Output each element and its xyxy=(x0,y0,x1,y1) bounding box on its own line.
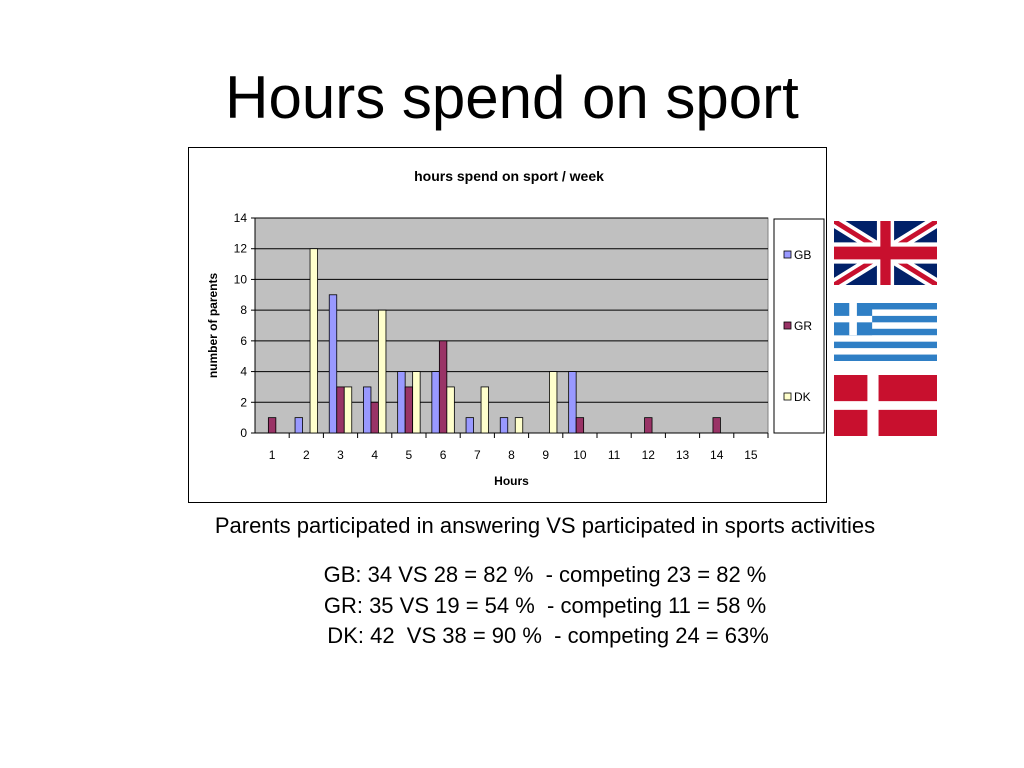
bar-gb-8 xyxy=(499,417,509,434)
x-axis-label: Hours xyxy=(494,474,529,488)
x-tick-label: 15 xyxy=(744,448,758,462)
x-tick-label: 2 xyxy=(303,448,310,462)
bar-dk-5 xyxy=(412,371,421,434)
bar-gb-7 xyxy=(465,417,474,434)
caption-text: Parents participated in answering VS par… xyxy=(214,513,876,538)
legend-label-gr: GR xyxy=(794,319,812,333)
x-tick-label: 11 xyxy=(608,448,621,462)
bar-gr-5 xyxy=(404,386,414,434)
x-tick-label: 5 xyxy=(406,448,413,462)
bar-dk-3 xyxy=(343,386,353,434)
x-tick-label: 6 xyxy=(440,448,447,462)
x-tick-label: 1 xyxy=(269,448,276,462)
y-tick-label: 14 xyxy=(234,211,248,225)
y-tick-label: 0 xyxy=(240,426,247,440)
bar-gb-5 xyxy=(397,371,406,434)
stats-line-gb: GB: 34 VS 28 = 82 % - competing 23 = 82 … xyxy=(323,562,767,587)
stats-line-dk: DK: 42 VS 38 = 90 % - competing 24 = 63% xyxy=(321,623,769,648)
y-tick-label: 10 xyxy=(234,272,248,286)
y-tick-label: 8 xyxy=(240,303,247,317)
bar-dk-6 xyxy=(446,386,455,434)
bar-gb-10 xyxy=(568,371,577,434)
bar-gr-6 xyxy=(438,340,448,434)
legend-swatch-gr xyxy=(783,321,792,330)
stats-block: GB: 34 VS 28 = 82 % - competing 23 = 82 … xyxy=(0,560,1024,652)
y-axis-label: number of parents xyxy=(206,273,220,379)
chart-frame: hours spend on sport / week 0 2 4 6 8 10 12 14 1 2… xyxy=(188,147,827,503)
bar-gb-2 xyxy=(294,417,303,434)
y-tick-label: 6 xyxy=(240,334,247,348)
bar-gr-4 xyxy=(370,401,379,434)
x-tick-label: 3 xyxy=(337,448,344,462)
denmark-flag-icon xyxy=(834,375,937,436)
x-tick-label: 13 xyxy=(676,448,690,462)
x-tick-label: 9 xyxy=(542,448,549,462)
x-tick-label: 4 xyxy=(371,448,378,462)
bar-dk-7 xyxy=(480,386,489,434)
stats-line-gr: GR: 35 VS 19 = 54 % - competing 11 = 58 … xyxy=(323,592,767,618)
greece-flag-icon xyxy=(834,303,937,361)
bar-gr-14 xyxy=(712,417,721,434)
y-tick-label: 12 xyxy=(234,242,248,256)
x-tick-label: 10 xyxy=(573,448,587,462)
x-tick-label: 8 xyxy=(508,448,515,462)
legend-swatch-dk xyxy=(783,392,792,401)
bar-gb-3 xyxy=(328,294,338,434)
bar-gr-1 xyxy=(267,417,277,434)
bar-gr-3 xyxy=(336,386,345,434)
chart-title: hours spend on sport / week xyxy=(414,168,604,184)
legend-label-gb: GB xyxy=(794,248,811,262)
x-tick-label: 7 xyxy=(474,448,481,462)
bar-gr-12 xyxy=(644,417,653,434)
bar-dk-9 xyxy=(549,371,558,434)
bar-dk-8 xyxy=(514,417,524,434)
y-tick-label: 4 xyxy=(240,365,247,379)
x-tick-label: 12 xyxy=(642,448,656,462)
x-tick-label: 14 xyxy=(710,448,724,462)
legend-label-dk: DK xyxy=(794,390,811,404)
slide-title: Hours spend on sport xyxy=(225,64,799,131)
bar-gb-6 xyxy=(431,371,440,434)
uk-flag-icon xyxy=(834,221,937,285)
bar-gr-10 xyxy=(575,417,585,434)
bar-gb-4 xyxy=(363,386,372,434)
legend-swatch-gb xyxy=(783,250,792,259)
legend-box xyxy=(773,218,825,434)
y-tick-label: 2 xyxy=(240,395,247,409)
bar-dk-4 xyxy=(378,309,387,434)
bar-dk-2 xyxy=(309,248,318,434)
